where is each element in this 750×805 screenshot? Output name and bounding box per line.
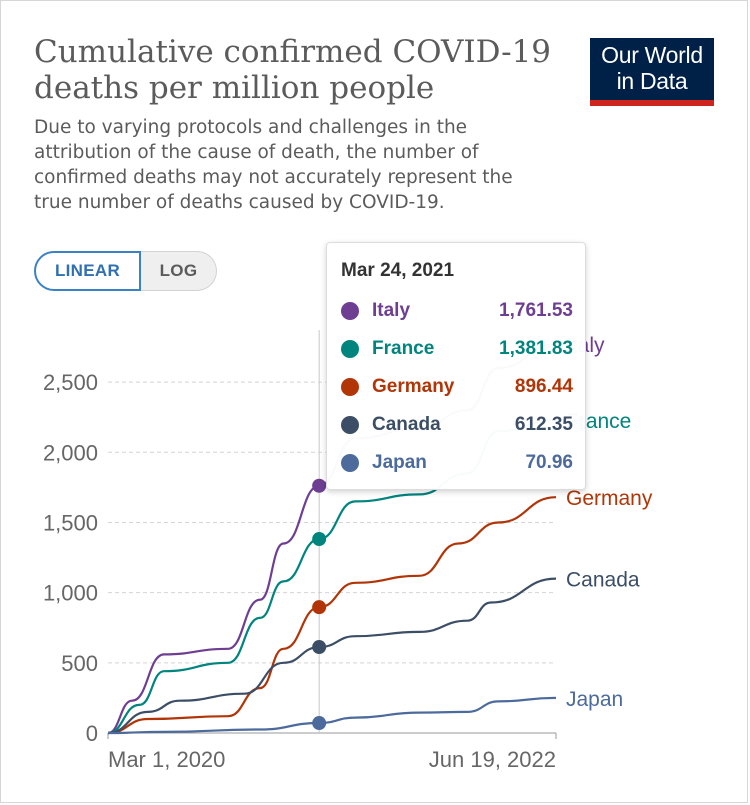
tooltip-dot-germany (341, 378, 359, 396)
y-tick-label: 1,000 (43, 581, 98, 606)
tooltip-dot-france (341, 340, 359, 358)
series-line-germany (107, 496, 557, 735)
chart-subtitle: Due to varying protocols and challenges … (34, 117, 513, 213)
tooltip-value-france: 1,381.83 (499, 338, 573, 359)
tooltip-row-japan: Japan 70.96 (341, 449, 573, 477)
hover-point-japan (312, 716, 327, 731)
hover-point-france (312, 532, 327, 547)
linear-scale-button[interactable]: LINEAR (34, 251, 141, 291)
tooltip-name-france: France (372, 338, 435, 359)
chart-title: Cumulative confirmed COVID-19 deaths per… (34, 34, 552, 106)
x-tick-label: Mar 1, 2020 (108, 747, 225, 772)
tooltip-name-japan: Japan (372, 452, 427, 473)
tooltip-row-germany: Germany 896.44 (341, 373, 573, 401)
tooltip-dot-japan (341, 454, 359, 472)
tooltip-row-canada: Canada 612.35 (341, 411, 573, 439)
logo-line-2: in Data (616, 68, 688, 94)
tooltip-name-germany: Germany (372, 376, 455, 397)
scale-toggle: LINEAR LOG (34, 251, 217, 291)
tooltip-dot-canada (341, 416, 359, 434)
log-scale-button[interactable]: LOG (141, 251, 217, 291)
owid-logo[interactable]: Our World in Data (590, 38, 714, 106)
series-line-japan (107, 696, 557, 735)
y-tick-label: 1,500 (43, 510, 98, 535)
hover-tooltip: Mar 24, 2021 Italy 1,761.53 France 1,381… (326, 242, 586, 490)
y-tick-label: 500 (61, 651, 98, 676)
tooltip-value-germany: 896.44 (514, 376, 573, 397)
tooltip-name-italy: Italy (372, 300, 411, 321)
hover-point-germany (312, 600, 327, 615)
tooltip-value-italy: 1,761.53 (499, 300, 573, 321)
tooltip-dot-italy (341, 302, 359, 320)
tooltip-row-italy: Italy 1,761.53 (341, 297, 573, 325)
logo-line-1: Our World (601, 42, 703, 68)
series-label-germany: Germany (566, 487, 653, 510)
y-tick-label: 2,000 (43, 440, 98, 465)
hover-point-italy (312, 478, 327, 493)
series-label-japan: Japan (566, 688, 623, 711)
y-tick-label: 0 (86, 721, 98, 746)
series-label-canada: Canada (566, 569, 640, 592)
hover-point-canada (312, 640, 327, 655)
y-tick-label: 2,500 (43, 370, 98, 395)
tooltip-value-canada: 612.35 (514, 414, 573, 435)
x-tick-label: Jun 19, 2022 (429, 747, 556, 772)
tooltip-date: Mar 24, 2021 (341, 260, 455, 281)
tooltip-row-france: France 1,381.83 (341, 335, 573, 363)
tooltip-name-canada: Canada (372, 414, 441, 435)
tooltip-value-japan: 70.96 (525, 452, 573, 473)
